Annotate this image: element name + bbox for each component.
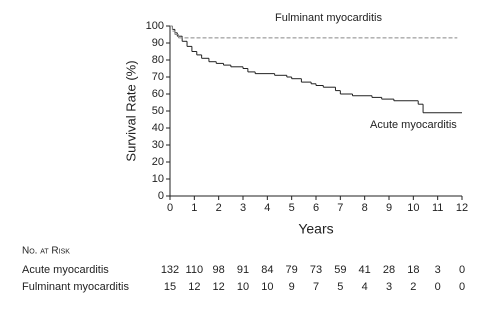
risk-value: 5 [337, 281, 343, 293]
y-tick-label: 20 [152, 156, 164, 168]
x-tick-label: 11 [432, 202, 443, 214]
x-tick-label: 4 [264, 202, 270, 214]
risk-value: 132 [161, 264, 179, 276]
risk-row-name: Acute myocarditis [22, 264, 109, 276]
x-tick-label: 0 [167, 202, 173, 214]
risk-value: 0 [459, 281, 465, 293]
risk-table-title: No. at Risk [22, 246, 70, 257]
x-tick-label: 9 [386, 202, 392, 214]
x-tick-label: 6 [313, 202, 319, 214]
risk-value: 0 [435, 281, 441, 293]
risk-value: 12 [213, 281, 225, 293]
risk-value: 3 [435, 264, 441, 276]
risk-value: 7 [313, 281, 319, 293]
risk-value: 4 [362, 281, 368, 293]
risk-value: 91 [237, 264, 249, 276]
y-tick-label: 50 [152, 105, 164, 117]
risk-value: 59 [334, 264, 346, 276]
risk-value: 18 [407, 264, 419, 276]
risk-value: 73 [310, 264, 322, 276]
risk-value: 9 [289, 281, 295, 293]
risk-value: 3 [386, 281, 392, 293]
risk-row-name: Fulminant myocarditis [22, 281, 129, 293]
risk-value: 12 [188, 281, 200, 293]
risk-value: 41 [359, 264, 371, 276]
x-axis-label: Years [298, 221, 333, 237]
risk-value: 79 [286, 264, 298, 276]
y-tick-label: 70 [152, 71, 164, 83]
risk-value: 15 [164, 281, 176, 293]
risk-value: 84 [261, 264, 273, 276]
risk-value: 0 [459, 264, 465, 276]
y-tick-label: 10 [152, 173, 164, 185]
x-tick-label: 10 [407, 202, 419, 214]
series-label: Acute myocarditis [370, 119, 457, 131]
risk-value: 10 [237, 281, 249, 293]
x-tick-label: 3 [240, 202, 246, 214]
y-tick-label: 100 [146, 20, 164, 32]
x-tick-label: 1 [191, 202, 197, 214]
y-axis-label: Survival Rate (%) [123, 60, 138, 161]
risk-value: 28 [383, 264, 395, 276]
x-tick-label: 2 [216, 202, 222, 214]
y-tick-label: 40 [152, 122, 164, 134]
risk-value: 98 [213, 264, 225, 276]
y-tick-label: 90 [152, 37, 164, 49]
y-tick-label: 30 [152, 139, 164, 151]
x-tick-label: 5 [289, 202, 295, 214]
x-tick-label: 8 [362, 202, 368, 214]
risk-value: 110 [186, 264, 204, 276]
series-label: Fulminant myocarditis [275, 12, 382, 24]
risk-value: 10 [261, 281, 273, 293]
x-tick-label: 12 [456, 202, 468, 214]
x-tick-label: 7 [337, 202, 343, 214]
y-tick-label: 0 [158, 190, 164, 202]
y-tick-label: 80 [152, 54, 164, 66]
risk-value: 2 [410, 281, 416, 293]
y-tick-label: 60 [152, 88, 164, 100]
